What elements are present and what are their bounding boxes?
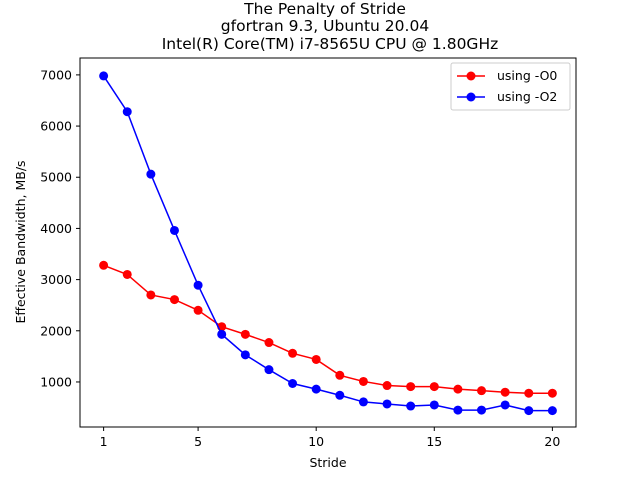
- series-line: [103, 264, 553, 394]
- data-point: [99, 71, 109, 81]
- series-layer: [99, 71, 557, 416]
- data-point: [382, 399, 392, 409]
- data-point: [453, 384, 463, 394]
- data-point: [193, 280, 203, 290]
- data-point: [524, 388, 534, 398]
- data-point: [335, 390, 345, 400]
- x-tick-label: 5: [194, 434, 202, 449]
- data-point: [477, 405, 487, 415]
- data-point: [429, 382, 439, 392]
- series-line: [102, 75, 553, 412]
- data-point: [169, 225, 179, 235]
- plot-area: [79, 57, 577, 428]
- legend: using -O0 using -O2: [450, 62, 571, 111]
- data-point: [406, 401, 416, 411]
- x-tick-label: 15: [426, 434, 442, 449]
- legend-label-o2: using -O2: [497, 89, 557, 104]
- y-tick-label: 3000: [40, 272, 72, 287]
- data-point: [240, 350, 250, 360]
- y-tick-label: 7000: [40, 67, 72, 82]
- data-point: [335, 370, 345, 380]
- data-point: [382, 381, 392, 391]
- data-point: [477, 386, 487, 396]
- data-point: [453, 405, 463, 415]
- data-point: [240, 329, 250, 339]
- data-point: [500, 387, 510, 397]
- y-tick-label: 1000: [40, 374, 72, 389]
- data-point: [358, 376, 368, 386]
- series-0: [99, 260, 557, 398]
- title-line-2: gfortran 9.3, Ubuntu 20.04: [221, 17, 429, 35]
- data-point: [146, 290, 156, 300]
- data-point: [524, 406, 534, 416]
- legend-box: [450, 62, 571, 111]
- legend-label-o0: using -O0: [497, 68, 557, 83]
- y-tick-label: 4000: [40, 221, 72, 236]
- legend-marker-o2: [466, 92, 476, 102]
- data-point: [264, 365, 274, 375]
- x-tick-label: 1: [100, 434, 108, 449]
- data-point: [122, 107, 132, 117]
- data-point: [547, 388, 557, 398]
- data-point: [500, 400, 510, 410]
- data-point: [217, 329, 227, 339]
- data-point: [547, 406, 557, 416]
- data-point: [406, 382, 416, 392]
- chart-title: The Penalty of Stride gfortran 9.3, Ubun…: [162, 0, 499, 53]
- x-axis-ticks: 1 5 10 15 20: [100, 427, 560, 449]
- y-tick-label: 6000: [40, 119, 72, 134]
- title-line-3: Intel(R) Core(TM) i7-8565U CPU @ 1.80GHz: [162, 35, 499, 53]
- y-tick-label: 2000: [40, 323, 72, 338]
- data-point: [169, 295, 179, 305]
- series-1: [99, 71, 557, 416]
- legend-marker-o0: [466, 71, 476, 81]
- data-point: [146, 169, 156, 179]
- data-point: [264, 338, 274, 348]
- data-point: [99, 260, 109, 270]
- data-point: [288, 378, 298, 388]
- data-point: [429, 400, 439, 410]
- data-point: [288, 348, 298, 358]
- data-point: [122, 269, 132, 279]
- y-axis-ticks: 1000 2000 3000 4000 5000 6000 7000: [40, 67, 80, 389]
- data-point: [358, 397, 368, 407]
- x-tick-label: 10: [308, 434, 324, 449]
- y-axis-label: Effective Bandwidth, MB/s: [13, 160, 28, 323]
- y-tick-label: 5000: [40, 170, 72, 185]
- data-point: [193, 305, 203, 315]
- data-point: [311, 384, 321, 394]
- title-line-1: The Penalty of Stride: [243, 0, 406, 18]
- x-axis-label: Stride: [309, 455, 346, 470]
- x-tick-label: 20: [544, 434, 560, 449]
- data-point: [311, 354, 321, 364]
